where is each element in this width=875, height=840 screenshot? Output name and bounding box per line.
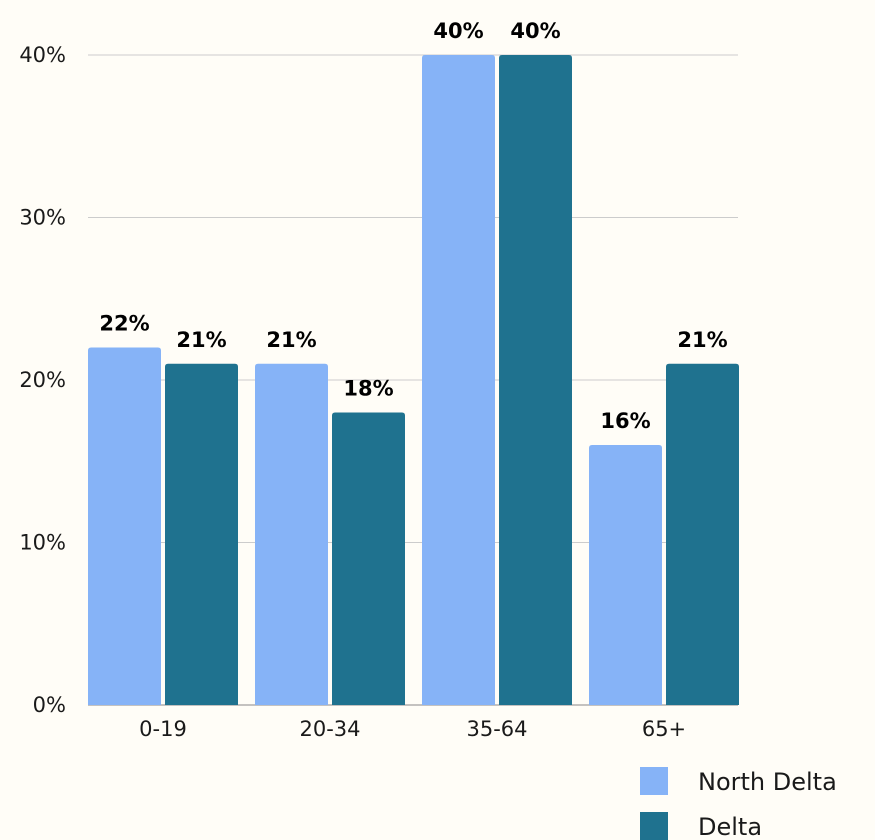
y-axis-tick-labels: 0% 10% 20% 30% 40% [19,43,66,717]
bar-series1-35-64 [422,55,495,705]
bar-series1-0-19 [88,347,161,705]
x-tick-label: 0-19 [139,717,187,741]
legend-swatch [640,812,668,840]
data-labels: 22% 21% 21% 18% 40% 40% 16% 21% [99,19,727,433]
legend: North Delta Delta [640,767,837,840]
legend-swatch [640,767,668,795]
bar-series2-0-19 [165,363,238,705]
data-label: 40% [433,19,483,43]
bar-series2-65+ [666,363,739,705]
data-label: 21% [266,328,316,352]
y-tick-label: 10% [19,531,66,555]
y-tick-label: 30% [19,206,66,230]
data-label: 40% [510,19,560,43]
x-tick-label: 65+ [642,717,686,741]
bar-series1-65+ [589,445,662,705]
x-axis-tick-labels: 0-19 20-34 35-64 65+ [139,717,686,741]
data-label: 21% [176,328,226,352]
data-label: 18% [343,377,393,401]
data-label: 22% [99,312,149,336]
y-tick-label: 0% [33,693,66,717]
legend-label: Delta [698,813,762,840]
bar-series2-20-34 [332,412,405,705]
bars [88,55,739,705]
y-tick-label: 20% [19,368,66,392]
y-tick-label: 40% [19,43,66,67]
legend-label: North Delta [698,768,837,796]
x-tick-label: 20-34 [299,717,360,741]
bar-series1-20-34 [255,363,328,705]
data-label: 21% [677,328,727,352]
x-tick-label: 35-64 [466,717,527,741]
bar-series2-35-64 [499,55,572,705]
data-label: 16% [600,409,650,433]
